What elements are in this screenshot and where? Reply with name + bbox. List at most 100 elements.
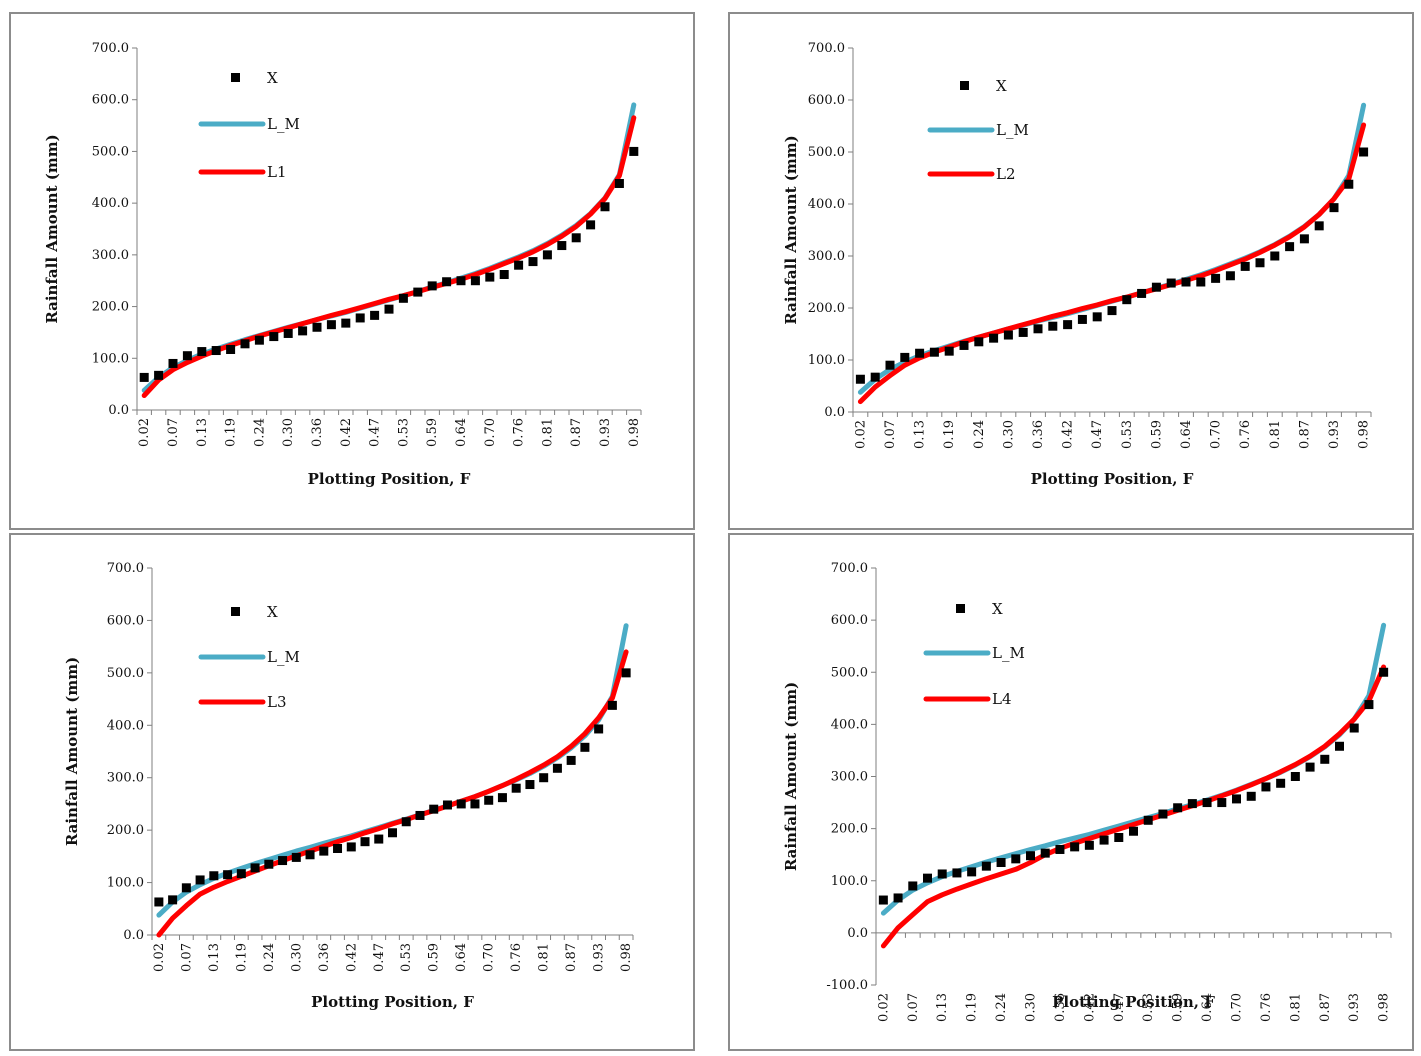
data-point-x (607, 700, 617, 710)
x-tick-label: 0.30 (1001, 420, 1016, 449)
y-tick-label: 100.0 (831, 874, 868, 889)
x-tick-label: 0.36 (1031, 420, 1046, 449)
data-point-x (1232, 794, 1241, 804)
data-point-x (223, 870, 233, 880)
x-tick-label: 0.64 (454, 418, 469, 447)
y-tick-label: 300.0 (831, 770, 868, 785)
chart-l2: 0.0 100.0 200.0 300.0 400.0 500.0 600.0 700.0 0.… (782, 41, 1372, 488)
data-point-x (1255, 258, 1265, 268)
y-tick-label: 0.0 (847, 926, 868, 941)
data-point-x (1359, 147, 1369, 157)
x-tick-label: 0.98 (1377, 993, 1392, 1022)
data-point-x (1077, 314, 1087, 324)
data-point-x (470, 276, 480, 286)
data-point-x (355, 313, 365, 323)
x-tick-label: 0.07 (179, 943, 194, 972)
data-point-x (1246, 791, 1256, 801)
data-point-x (1070, 842, 1080, 852)
data-point-x (1122, 295, 1132, 305)
y-tick-label: 100.0 (107, 876, 144, 891)
data-point-x (485, 272, 495, 282)
data-point-x (586, 220, 596, 230)
data-point-x (1018, 327, 1028, 337)
x-tick-label: 0.47 (1112, 993, 1127, 1022)
data-point-x (499, 270, 509, 280)
data-point-x (254, 335, 264, 345)
data-point-x (511, 783, 521, 793)
y-tick-label: 500.0 (92, 144, 129, 159)
x-tick-label: 0.76 (512, 418, 527, 447)
data-point-x (442, 800, 452, 810)
x-tick-label: 0.81 (1288, 993, 1303, 1022)
data-point-x (182, 351, 192, 361)
data-point-x (908, 881, 918, 891)
data-point-x (1329, 203, 1339, 213)
data-point-x (209, 871, 219, 881)
data-point-x (388, 828, 397, 838)
x-tick-label: 0.98 (1357, 420, 1372, 449)
data-point-x (1158, 809, 1168, 819)
x-tick-label: 0.42 (1061, 420, 1076, 449)
x-tick-label: 0.24 (262, 943, 277, 972)
data-point-x (442, 277, 452, 287)
x-tick-label: 0.13 (913, 420, 928, 449)
data-point-x (236, 869, 246, 879)
data-point-x (552, 763, 562, 773)
x-tick-label: 0.19 (942, 420, 957, 449)
y-tick-label: 100.0 (808, 353, 845, 368)
data-point-x (1202, 798, 1212, 808)
x-tick-label: 0.93 (598, 418, 613, 447)
y-tick-label: 0.0 (123, 928, 144, 943)
data-point-x (154, 897, 164, 907)
x-tick-label: 0.30 (289, 943, 304, 972)
data-point-x (1099, 835, 1109, 845)
data-point-x (1344, 179, 1354, 189)
data-point-x (614, 178, 624, 188)
legend-label-l1: L1 (267, 163, 287, 181)
x-axis-title: Plotting Position, F (1031, 470, 1194, 488)
x-tick-label: 0.98 (619, 943, 634, 972)
data-point-x (384, 304, 394, 314)
data-point-x (427, 281, 437, 291)
data-point-x (312, 322, 322, 332)
chart-panel-2: 0.0 100.0 200.0 300.0 400.0 500.0 600.0 700.0 0.… (728, 12, 1414, 530)
x-tick-label: 0.02 (876, 993, 891, 1022)
legend-marker-x (231, 73, 240, 82)
data-point-x (456, 276, 466, 286)
x-tick-label: 0.24 (994, 993, 1009, 1022)
x-tick-label: 0.53 (399, 943, 414, 972)
y-tick-label: 300.0 (808, 249, 845, 264)
data-point-x (264, 859, 274, 869)
data-point-x (959, 340, 969, 350)
x-tick-label: 0.76 (1238, 420, 1253, 449)
chart-l3: 0.0 100.0 200.0 300.0 400.0 500.0 600.0 700.0 0.… (63, 561, 634, 1011)
data-point-x (398, 293, 408, 303)
x-tick-label: 0.76 (509, 943, 524, 972)
data-point-x (484, 795, 494, 805)
data-point-x (996, 858, 1006, 868)
data-point-x (413, 287, 423, 297)
x-tick-label: 0.47 (1090, 420, 1105, 449)
data-point-x (1063, 320, 1073, 330)
data-point-x (952, 868, 962, 878)
x-tick-label: 0.07 (906, 993, 921, 1022)
data-point-x (989, 333, 999, 343)
data-point-x (600, 202, 610, 212)
legend-label-l-m: L_M (992, 644, 1025, 662)
x-tick-label: 0.81 (1268, 420, 1283, 449)
x-tick-label: 0.70 (1209, 420, 1224, 449)
chart-panel-4: -100.0 0.0 100.0 200.0 300.0 400.0 500.0 600.0 7… (728, 533, 1414, 1051)
x-tick-label: 0.24 (972, 420, 987, 449)
data-point-x (967, 867, 977, 877)
data-point-x (1299, 234, 1309, 244)
y-tick-label: 200.0 (808, 301, 845, 316)
x-tick-label: 0.70 (1230, 993, 1245, 1022)
data-point-x (346, 842, 356, 852)
y-tick-label: 400.0 (808, 197, 845, 212)
data-point-x (1305, 762, 1315, 772)
data-point-x (1196, 277, 1206, 287)
data-point-x (900, 352, 910, 362)
data-point-x (415, 810, 425, 820)
data-point-x (1181, 277, 1191, 287)
data-point-x (1092, 312, 1102, 322)
